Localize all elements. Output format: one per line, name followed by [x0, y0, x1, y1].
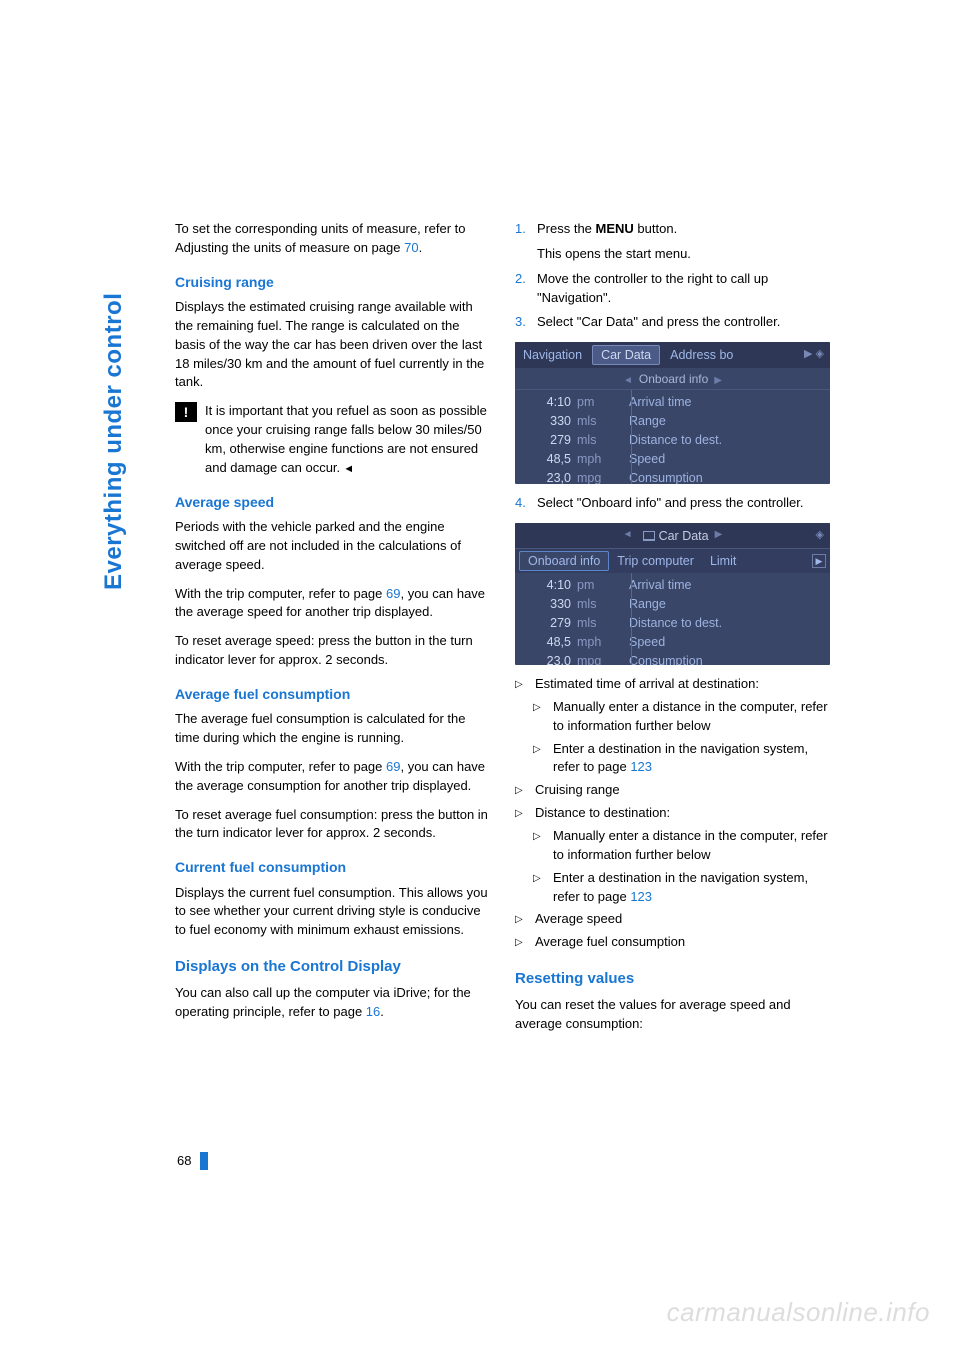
step-num: 4.	[515, 494, 529, 513]
resetting-p1: You can reset the values for average spe…	[515, 996, 830, 1034]
step-num: 1.	[515, 220, 529, 264]
heading-cruising-range: Cruising range	[175, 272, 490, 292]
heading-displays: Displays on the Control Display	[175, 956, 490, 978]
bullet-avgspeed: ▷Average speed	[515, 910, 830, 929]
cruising-p1: Displays the estimated cruising range av…	[175, 298, 490, 392]
bullet-distance-a: ▷Manually enter a distance in the comput…	[533, 827, 830, 865]
tab-cardata: Car Data	[592, 345, 660, 365]
tab-onboard-info: Onboard info	[519, 551, 609, 571]
bullet-avgfuel: ▷Average fuel consumption	[515, 933, 830, 952]
step-num: 3.	[515, 313, 529, 332]
heading-current-fuel: Current fuel consumption	[175, 857, 490, 877]
tab-trip-computer: Trip computer	[609, 552, 702, 570]
step-1-text: Press the MENU button.	[537, 220, 691, 239]
data-rows-1: 4:10pmArrival time 330mlsRange 279mlsDis…	[515, 390, 830, 484]
bullet-arrival: ▷Estimated time of arrival at destinatio…	[515, 675, 830, 694]
page-link-123a[interactable]: 123	[630, 759, 652, 774]
step-1-sub: This opens the start menu.	[537, 245, 691, 264]
tab-address: Address bo	[662, 346, 741, 364]
watermark: carmanualsonline.info	[667, 1297, 930, 1328]
compass-icon: ◈	[816, 528, 824, 544]
step-3: 3. Select "Car Data" and press the contr…	[515, 313, 830, 332]
tab-limit: Limit	[702, 552, 744, 570]
data-rows-2: 4:10pmArrival time 330mlsRange 279mlsDis…	[515, 573, 830, 665]
step-4: 4. Select "Onboard info" and press the c…	[515, 494, 830, 513]
avgfuel-p1: The average fuel consumption is calculat…	[175, 710, 490, 748]
bullet-arrival-b: ▷Enter a destination in the navigation s…	[533, 740, 830, 778]
avgfuel-p2: With the trip computer, refer to page 69…	[175, 758, 490, 796]
page-link-123b[interactable]: 123	[630, 889, 652, 904]
warning-icon: !	[175, 402, 197, 422]
subtab-onboard-info: ◄Onboard info▶	[515, 368, 830, 390]
page-number: 68	[177, 1153, 191, 1168]
screen-icon	[643, 531, 655, 541]
left-column: To set the corresponding units of measur…	[175, 220, 490, 1043]
avgspeed-p1: Periods with the vehicle parked and the …	[175, 518, 490, 575]
nav-arrow-icon: ▶ ◈	[804, 347, 824, 363]
step-2-text: Move the controller to the right to call…	[537, 270, 830, 308]
avgspeed-p3: To reset average speed: press the button…	[175, 632, 490, 670]
tab-navigation: Navigation	[515, 346, 590, 364]
displays-p1: You can also call up the computer via iD…	[175, 984, 490, 1022]
step-4-text: Select "Onboard info" and press the cont…	[537, 494, 804, 513]
page-link-16[interactable]: 16	[366, 1004, 380, 1019]
step-2: 2. Move the controller to the right to c…	[515, 270, 830, 308]
step-3-text: Select "Car Data" and press the controll…	[537, 313, 780, 332]
bullet-arrival-a: ▷Manually enter a distance in the comput…	[533, 698, 830, 736]
avgfuel-p3: To reset average fuel consumption: press…	[175, 806, 490, 844]
page-link-69b[interactable]: 69	[386, 759, 400, 774]
warning-box: ! It is important that you refuel as soo…	[175, 402, 490, 477]
intro-text: To set the corresponding units of measur…	[175, 220, 490, 258]
heading-resetting: Resetting values	[515, 968, 830, 990]
heading-avg-speed: Average speed	[175, 492, 490, 512]
bullet-distance: ▷Distance to destination:	[515, 804, 830, 823]
avgspeed-p2: With the trip computer, refer to page 69…	[175, 585, 490, 623]
idrive-screenshot-onboard: ◄ Car Data ▶ ◈ Onboard info Trip compute…	[515, 523, 830, 665]
step-1: 1. Press the MENU button. This opens the…	[515, 220, 830, 264]
heading-avg-fuel: Average fuel consumption	[175, 684, 490, 704]
bullet-cruising: ▷Cruising range	[515, 781, 830, 800]
current-p1: Displays the current fuel consumption. T…	[175, 884, 490, 941]
page-link-69a[interactable]: 69	[386, 586, 400, 601]
page-content: To set the corresponding units of measur…	[95, 220, 880, 1043]
top-label: Car Data	[659, 527, 709, 545]
arrow-right-icon: ▶	[812, 554, 826, 568]
bullet-distance-b: ▷Enter a destination in the navigation s…	[533, 869, 830, 907]
page-number-bar	[200, 1152, 208, 1170]
idrive-screenshot-cardata: Navigation Car Data Address bo ▶ ◈ ◄Onbo…	[515, 342, 830, 484]
step-num: 2.	[515, 270, 529, 308]
warning-text: It is important that you refuel as soon …	[205, 402, 490, 477]
right-column: 1. Press the MENU button. This opens the…	[515, 220, 830, 1043]
page-link-70[interactable]: 70	[404, 240, 418, 255]
